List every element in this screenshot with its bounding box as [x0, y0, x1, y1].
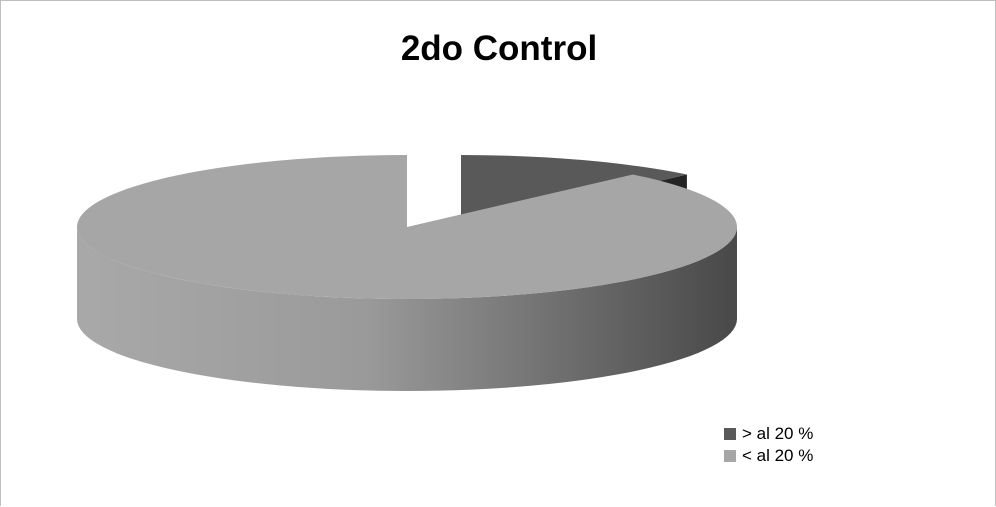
- pie-slice-lt20: [77, 155, 738, 391]
- pie-slice-top: [77, 155, 738, 299]
- chart-legend: > al 20 % < al 20 %: [724, 423, 813, 467]
- legend-swatch: [724, 428, 736, 440]
- legend-label: > al 20 %: [742, 424, 814, 443]
- legend-swatch: [724, 450, 736, 462]
- pie-slice-side: [77, 227, 737, 391]
- legend-item-lt20: < al 20 %: [724, 445, 813, 467]
- legend-item-gt20: > al 20 %: [724, 423, 813, 445]
- chart-title: 2do Control: [400, 29, 598, 68]
- legend-label: < al 20 %: [742, 446, 814, 465]
